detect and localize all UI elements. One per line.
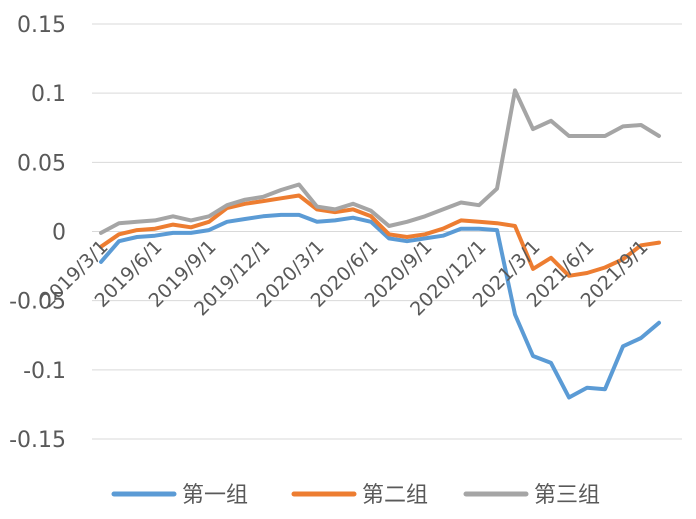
y-axis: 0.15 0.1 0.05 0 -0.05 -0.1 -0.15	[9, 13, 66, 453]
legend: 第一组 第二组 第三组	[111, 483, 600, 508]
y-tick-label: -0.05	[9, 290, 66, 315]
y-tick-label: -0.1	[23, 359, 66, 384]
series-line-2	[99, 193, 661, 278]
series-line-1	[99, 212, 661, 400]
y-tick-label: 0.15	[17, 13, 66, 38]
series-lines	[99, 88, 661, 400]
y-tick-label: 0	[52, 221, 66, 246]
x-axis: 2019/3/12019/6/12019/9/12019/12/12020/3/…	[37, 236, 653, 320]
legend-label-2: 第二组	[362, 483, 428, 508]
legend-label-1: 第一组	[182, 483, 248, 508]
y-tick-label: 0.05	[17, 151, 66, 176]
y-tick-label: -0.15	[9, 428, 66, 453]
legend-label-3: 第三组	[534, 483, 600, 508]
series-line-3	[99, 88, 661, 235]
y-tick-label: 0.1	[31, 82, 66, 107]
